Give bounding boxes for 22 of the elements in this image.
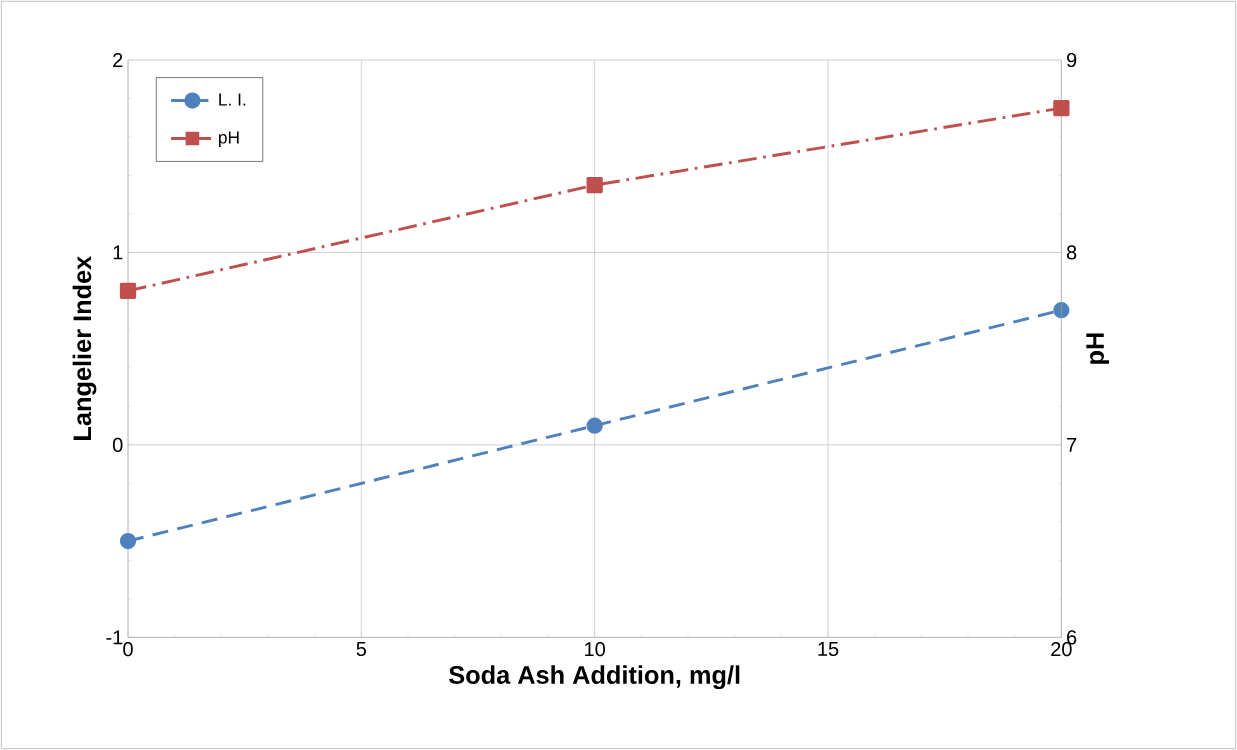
point — [119, 282, 137, 300]
point — [1053, 302, 1070, 319]
y2-tick-label: 7 — [1067, 438, 1077, 452]
point — [586, 176, 603, 194]
x-tick-label: 5 — [356, 642, 367, 656]
point — [119, 532, 137, 550]
legend-label: pH — [218, 131, 239, 148]
x-tick-label: 10 — [585, 642, 605, 657]
point — [1053, 99, 1070, 117]
y2-axis-title: pH — [1086, 333, 1110, 364]
y2-tick-label: 9 — [1067, 52, 1077, 68]
y-axis-title: Langelier Index — [72, 255, 97, 440]
y-tick-label: 2 — [113, 53, 123, 67]
y-tick-label: -1 — [106, 630, 123, 645]
y-tick-label: 1 — [113, 245, 123, 260]
point — [586, 417, 603, 434]
legend-label: L. I. — [219, 93, 246, 106]
y2-tick-label: 8 — [1066, 245, 1077, 260]
x-tick-label: 15 — [818, 642, 839, 656]
x-axis-title: Soda Ash Addition, mg/l — [449, 665, 740, 690]
y-tick-label: 0 — [112, 437, 123, 452]
x-tick-label: 0 — [123, 642, 133, 657]
